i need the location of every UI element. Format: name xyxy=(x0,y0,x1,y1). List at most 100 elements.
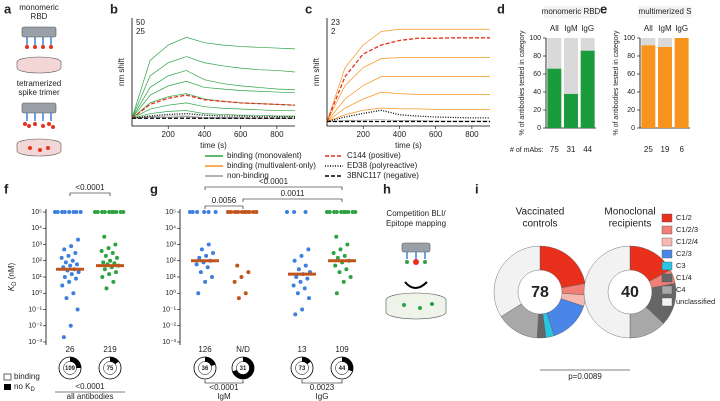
sensorgram-curve xyxy=(326,109,490,123)
kd-dot xyxy=(73,250,78,255)
kd-dot xyxy=(62,275,67,279)
kd-dot xyxy=(62,247,67,252)
count-label: 25 xyxy=(644,145,653,154)
x-tick-label: 400 xyxy=(393,130,407,139)
category-label: IgM xyxy=(564,24,578,33)
count-label: 13 xyxy=(298,345,307,354)
kd-dot xyxy=(353,210,358,214)
axis xyxy=(131,18,295,127)
count-label: 26 xyxy=(66,345,75,354)
x-tick-label: 600 xyxy=(234,130,248,139)
y-tick-label: 10⁵ xyxy=(165,209,176,216)
kd-dot xyxy=(202,210,207,214)
legend-label: C144 (positive) xyxy=(347,151,401,160)
kd-dot xyxy=(101,260,106,265)
y-tick-label: 0 xyxy=(537,125,541,132)
pie-hole xyxy=(236,361,250,375)
kd-dot xyxy=(327,210,332,214)
kd-dot xyxy=(213,210,218,214)
kd-dot xyxy=(75,307,80,312)
rbd-sensor-icon xyxy=(16,26,62,74)
kd-dot xyxy=(299,253,304,258)
icon-label: tetramerized xyxy=(17,79,61,88)
median-bar xyxy=(96,264,124,268)
kd-dot xyxy=(198,270,203,275)
kd-dot xyxy=(114,255,119,260)
kd-dot xyxy=(232,279,237,284)
category-label: All xyxy=(550,24,559,33)
bar-segment xyxy=(564,38,578,94)
legend-label: 3BNC117 (negative) xyxy=(347,171,419,180)
kd-dot xyxy=(110,250,115,255)
kd-dot xyxy=(61,335,66,340)
panel-label: h xyxy=(383,181,391,196)
bracket xyxy=(204,205,244,209)
kd-dot xyxy=(306,296,311,301)
panel-caption: Epitope mapping xyxy=(386,219,446,228)
kd-dot xyxy=(243,291,248,296)
y-axis-label: nm shift xyxy=(117,57,126,86)
x-tick-label: 800 xyxy=(270,130,284,139)
y-tick-label: 80 xyxy=(533,53,541,60)
y-tick-label: 10⁴ xyxy=(165,225,176,232)
kd-dot xyxy=(298,279,303,284)
kd-dot xyxy=(303,210,308,214)
y-tick-label: 100 xyxy=(529,35,541,42)
kd-dot xyxy=(292,258,297,263)
y-tick-label: 100 xyxy=(623,35,635,42)
sensorgram-curve xyxy=(326,76,490,122)
category-label: IgM xyxy=(658,24,672,33)
group-label: IgM xyxy=(217,392,231,401)
panel-label: c xyxy=(305,1,312,16)
kd-dot xyxy=(335,255,340,260)
panel-label: g xyxy=(150,181,158,196)
legend-swatch xyxy=(4,384,11,390)
y-tick-label: 10⁻² xyxy=(28,323,42,330)
p-value: <0.0001 xyxy=(259,177,289,186)
y-tick-label: 10⁻³ xyxy=(162,339,176,346)
icon-label: monomeric xyxy=(19,3,59,12)
kd-dot xyxy=(104,286,109,291)
x-tick-label: 200 xyxy=(162,130,176,139)
donut-title: controls xyxy=(522,219,557,230)
sensorgram-curve xyxy=(131,70,296,119)
count-label: 44 xyxy=(583,145,592,154)
kd-dot xyxy=(305,276,310,281)
kd-dot xyxy=(59,255,64,260)
bar-segment xyxy=(547,68,562,128)
kd-dot xyxy=(334,210,339,214)
kd-dot xyxy=(108,258,113,263)
bracket xyxy=(301,380,343,384)
bar-segment xyxy=(658,38,672,47)
pie-total: 109 xyxy=(65,366,76,372)
sensorgram-curve xyxy=(326,91,490,122)
kd-dot xyxy=(337,270,342,275)
y-tick-label: 10⁰ xyxy=(31,289,42,297)
bar-segment xyxy=(641,38,656,46)
count-label: 23 xyxy=(331,18,340,27)
y-tick-label: 10⁴ xyxy=(31,225,42,232)
y-tick-label: 40 xyxy=(627,89,635,96)
p-value: 0.0023 xyxy=(310,383,335,392)
kd-dot xyxy=(334,291,339,296)
y-tick-label: 60 xyxy=(533,71,541,78)
pie-hole xyxy=(63,361,77,375)
pie-hole xyxy=(103,361,117,375)
category-label: All xyxy=(644,24,653,33)
category-label: IgG xyxy=(675,24,688,33)
kd-dot xyxy=(346,210,351,214)
kd-dot xyxy=(300,307,305,312)
pie-hole xyxy=(295,361,309,375)
kd-dot xyxy=(341,279,346,284)
kd-dot xyxy=(306,247,311,252)
kd-dot xyxy=(67,279,72,284)
pie-total: 73 xyxy=(299,366,306,372)
axis xyxy=(326,18,490,127)
sensorgram-curve xyxy=(131,36,296,119)
y-tick-label: 10¹ xyxy=(32,274,43,281)
panel-caption: Competition BLI/ xyxy=(386,209,446,218)
donut-segment xyxy=(493,245,541,317)
y-tick-label: 10⁰ xyxy=(165,289,176,297)
bracket xyxy=(204,380,244,384)
kd-dot xyxy=(345,242,350,247)
